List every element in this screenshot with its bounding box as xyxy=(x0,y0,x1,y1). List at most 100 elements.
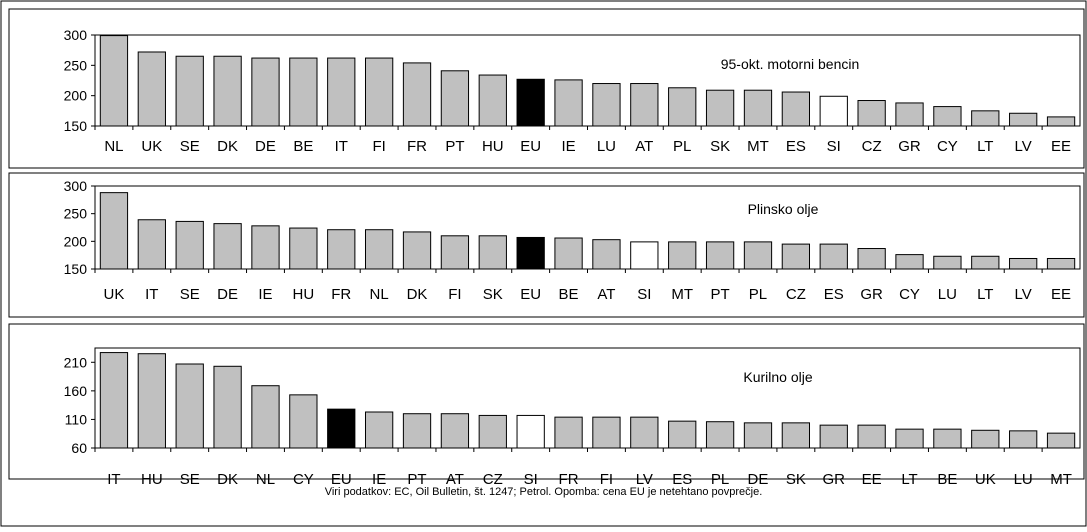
panel-frame xyxy=(8,323,1085,480)
x-tick-label: ES xyxy=(824,286,844,303)
x-tick-label: IE xyxy=(372,471,386,488)
bar-cz xyxy=(857,100,886,127)
plot-area xyxy=(94,34,1081,127)
series-title: 95-okt. motorni bencin xyxy=(721,56,860,72)
y-tick-label: 250 xyxy=(64,206,88,222)
bar-cz xyxy=(781,243,811,270)
bar-at xyxy=(592,239,621,270)
x-tick-label: IT xyxy=(145,286,158,303)
x-tick-label: HU xyxy=(482,138,504,155)
x-tick-label: AT xyxy=(635,138,653,155)
x-tick-label: SE xyxy=(180,138,200,155)
y-tick-label: 300 xyxy=(64,178,88,194)
bar-cz xyxy=(478,414,507,449)
bar-lu xyxy=(592,83,621,127)
bar-eu xyxy=(516,236,545,270)
bar-eu xyxy=(516,78,545,127)
x-tick-label: CZ xyxy=(483,471,503,488)
bar-eu xyxy=(327,408,356,449)
bar-fi xyxy=(592,416,621,449)
bar-lv xyxy=(1009,257,1038,270)
x-tick-label: SI xyxy=(827,138,841,155)
bar-mt xyxy=(743,89,773,127)
series-title: Plinsko olje xyxy=(748,201,819,217)
x-tick-label: BE xyxy=(937,471,957,488)
y-tick-label: 200 xyxy=(64,88,88,104)
y-tick-label: 250 xyxy=(64,57,88,73)
x-tick-label: FI xyxy=(448,286,461,303)
bar-be xyxy=(933,428,962,449)
bar-lt xyxy=(971,255,1000,270)
bar-fi xyxy=(364,57,394,127)
bar-mt xyxy=(668,241,697,270)
x-tick-label: CZ xyxy=(786,286,806,303)
x-tick-label: AT xyxy=(597,286,615,303)
x-tick-label: IT xyxy=(107,471,120,488)
x-tick-label: LT xyxy=(977,138,993,155)
chart-panel-2: 150 200 250 300 UK IT SE DE IE HU FR NL DK FI SK EU BE AT… xyxy=(8,172,1085,318)
x-tick-label: PT xyxy=(407,471,426,488)
x-tick-label: NL xyxy=(256,471,275,488)
x-tick-label: GR xyxy=(823,471,846,488)
x-tick-label: DE xyxy=(748,471,769,488)
bar-ee xyxy=(1046,116,1076,127)
bar-sk xyxy=(478,235,507,270)
x-tick-label: LV xyxy=(636,471,653,488)
bar-dk xyxy=(213,365,242,449)
bar-si xyxy=(516,414,545,449)
x-tick-label: IE xyxy=(561,138,575,155)
bar-uk xyxy=(137,51,166,127)
bar-mt xyxy=(1046,432,1076,449)
x-tick-label: UK xyxy=(141,138,162,155)
y-tick-label: 300 xyxy=(64,27,88,43)
x-tick-label: BE xyxy=(559,286,579,303)
bar-sk xyxy=(705,89,735,127)
x-tick-label: FR xyxy=(407,138,427,155)
bar-it xyxy=(137,219,166,270)
x-tick-label: EU xyxy=(331,471,352,488)
footnote: Viri podatkov: EC, Oil Bulletin, št. 124… xyxy=(324,486,763,498)
bar-de xyxy=(213,223,242,270)
x-tick-label: IT xyxy=(335,138,348,155)
bar-sk xyxy=(781,422,811,449)
x-tick-label: LT xyxy=(977,286,993,303)
y-tick-label: 150 xyxy=(64,118,88,134)
x-tick-label: SK xyxy=(786,471,806,488)
x-tick-label: FI xyxy=(372,138,385,155)
x-tick-label: MT xyxy=(671,286,693,303)
bar-uk xyxy=(971,429,1000,449)
bar-pt xyxy=(440,70,470,127)
bar-nl xyxy=(99,35,129,127)
bar-lu xyxy=(933,255,962,270)
bar-lu xyxy=(1009,430,1038,449)
x-tick-label: LU xyxy=(938,286,957,303)
bar-es xyxy=(819,243,848,270)
x-tick-label: FI xyxy=(600,471,613,488)
x-tick-label: EE xyxy=(862,471,882,488)
bar-se xyxy=(175,220,204,270)
x-tick-label: SK xyxy=(483,286,503,303)
x-tick-label: MT xyxy=(1050,471,1072,488)
bar-fr xyxy=(402,62,432,127)
bar-lt xyxy=(895,428,924,449)
x-tick-label: HU xyxy=(293,286,315,303)
chart-panel-3: 60 110 160 210 IT HU SE DK NL CY EU IE PT AT CZ SI FR FI L… xyxy=(8,323,1085,488)
bar-lv xyxy=(1009,112,1038,127)
x-tick-label: CY xyxy=(899,286,920,303)
x-tick-label: SE xyxy=(180,471,200,488)
bar-ie xyxy=(554,79,583,127)
x-tick-label: DE xyxy=(217,286,238,303)
x-tick-label: LV xyxy=(1015,138,1032,155)
x-tick-label: LT xyxy=(901,471,917,488)
bar-fr xyxy=(327,229,356,270)
x-tick-label: DK xyxy=(407,286,428,303)
bar-hu xyxy=(137,353,166,449)
x-tick-label: NL xyxy=(104,138,123,155)
bar-nl xyxy=(251,385,280,449)
bar-se xyxy=(175,363,204,449)
bar-pt xyxy=(402,413,432,449)
bar-gr xyxy=(895,102,924,127)
